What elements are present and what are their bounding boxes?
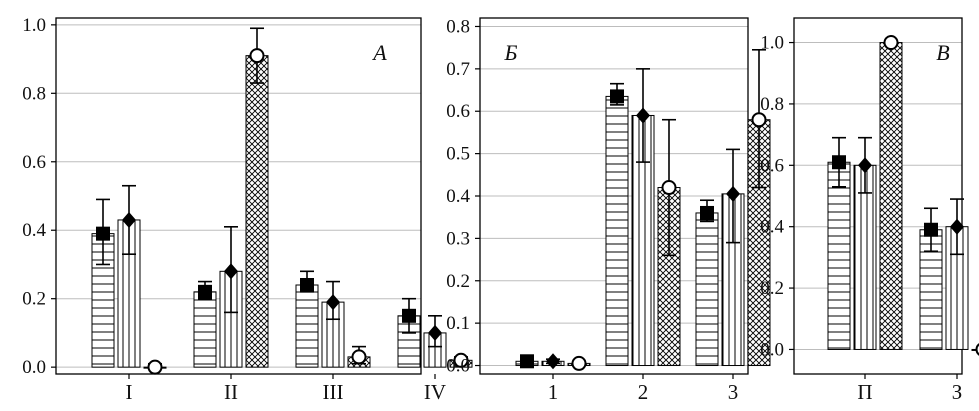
y-tick-label: 0.0 [446,356,470,377]
marker-circle [885,36,898,49]
bar [828,162,850,349]
marker-square [924,223,938,237]
y-tick-label: 0.8 [760,94,784,115]
marker-circle [251,49,264,62]
y-tick-label: 0.2 [446,271,470,292]
marker-diamond [546,353,560,369]
marker-square [700,206,714,220]
y-tick-label: 0.4 [446,186,470,207]
x-tick-label: I [126,380,133,404]
x-tick-label: З [952,380,963,404]
y-tick-label: 0.1 [446,313,470,334]
y-tick-label: 0.8 [446,16,470,37]
bar [606,96,628,365]
panel-letter: А [371,40,387,65]
bar [296,285,318,367]
y-tick-label: 0.6 [22,152,46,173]
y-tick-label: 0.6 [446,101,470,122]
marker-square [402,309,416,323]
panel-letter: В [936,40,949,65]
x-tick-label: П [857,380,872,404]
y-tick-label: 0.3 [446,228,470,249]
y-tick-label: 0.0 [760,339,784,360]
marker-square [520,354,534,368]
y-tick-label: 0.8 [22,83,46,104]
marker-square [832,155,846,169]
x-tick-label: II [224,380,238,404]
x-tick-label: 1 [548,380,559,404]
y-tick-label: 0.4 [760,217,784,238]
y-tick-label: 0.0 [22,357,46,378]
y-tick-label: 0.6 [760,155,784,176]
y-tick-label: 0.2 [22,289,46,310]
marker-circle [353,350,366,363]
marker-circle [573,357,586,370]
chart-panel: 0.0 0.2 0.4 0.6 0.8 1.0 В П З [760,18,979,404]
y-tick-label: 0.4 [22,220,46,241]
x-tick-label: IV [424,380,446,404]
marker-square [610,89,624,103]
marker-circle [149,361,162,374]
bar [696,213,718,366]
chart-panel: 0.0 0.1 0.2 0.3 0.4 0.5 0.6 0.7 0.8 Б 1 2 3 [446,16,770,404]
x-tick-label: 2 [638,380,649,404]
marker-square [96,227,110,241]
marker-square [198,285,212,299]
bar [246,56,268,368]
bar [880,43,902,350]
marker-circle [663,181,676,194]
y-tick-label: 1.0 [760,33,784,54]
x-tick-label: III [323,380,344,404]
panel-letter: Б [504,40,518,65]
y-tick-label: 1.0 [22,15,46,36]
y-tick-label: 0.5 [446,144,470,165]
marker-square [300,278,314,292]
y-tick-label: 0.7 [446,59,470,80]
x-tick-label: 3 [728,380,739,404]
y-tick-label: 0.2 [760,278,784,299]
bar [194,292,216,367]
marker-circle [753,113,766,126]
